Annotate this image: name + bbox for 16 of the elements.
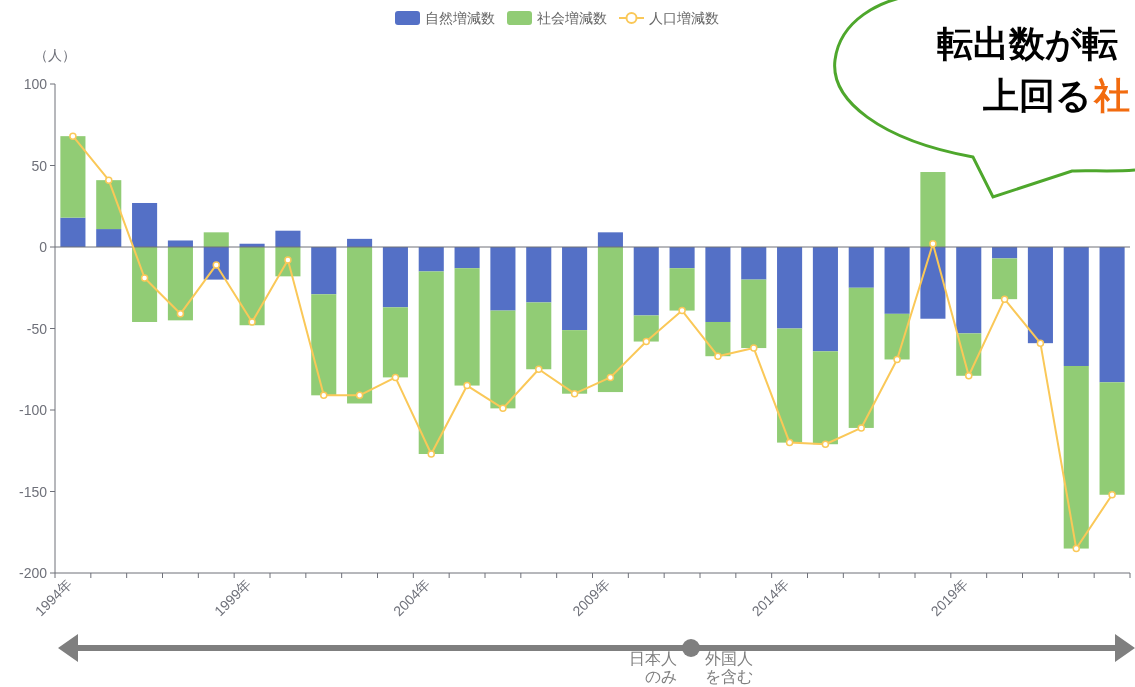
y-tick-label: 100: [23, 76, 48, 92]
y-tick-label: -200: [18, 565, 48, 581]
text: 日本人: [629, 650, 677, 667]
y-tick-label: -50: [26, 320, 48, 337]
text: のみ: [645, 668, 677, 685]
legend-label: 人口増減数: [649, 10, 719, 26]
legend-label: 自然増減数: [425, 10, 495, 26]
y-tick-label: -100: [18, 402, 48, 418]
y-tick-label: 0: [39, 239, 48, 255]
y-axis-title: （人）: [34, 47, 76, 63]
legend-label: 社会増減数: [537, 10, 607, 26]
y-tick-label: 50: [31, 157, 48, 174]
y-tick-label: -150: [18, 483, 48, 500]
text: を含む: [705, 668, 753, 685]
text: 外国人: [705, 650, 753, 667]
bubble-text: 転出数が転 上回る社: [937, 23, 1130, 116]
